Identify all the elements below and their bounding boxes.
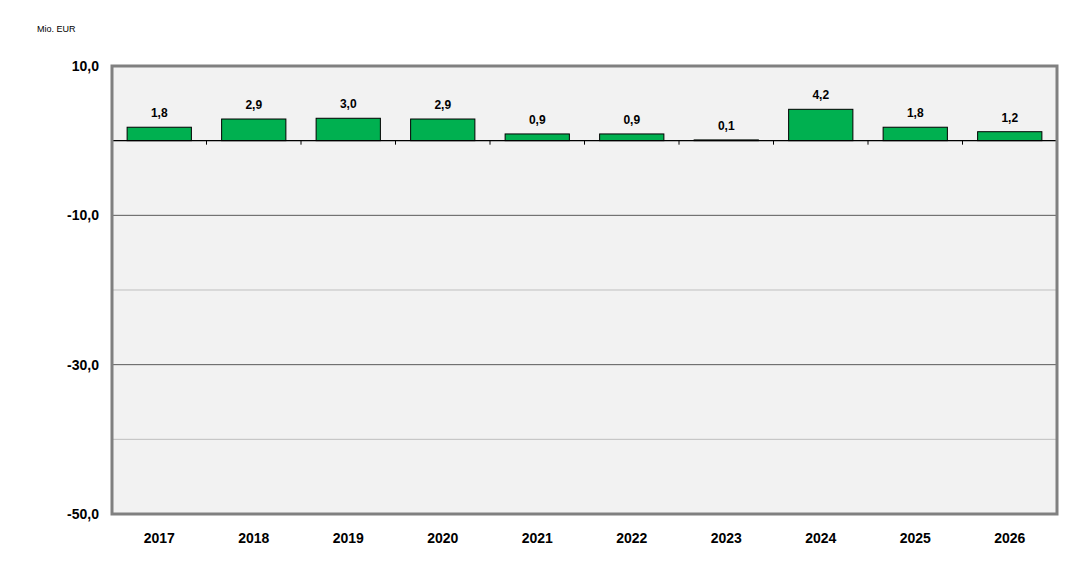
category-separator <box>395 141 396 145</box>
x-tick-label: 2022 <box>616 530 647 546</box>
x-tick-label: 2020 <box>427 530 458 546</box>
chart-container: -50,0 -30,0 -10,0 10,0 Mio. EUR 1,8 2,9 3,0 2,9 0… <box>0 0 1080 565</box>
bars <box>127 109 1042 140</box>
category-separator <box>773 141 774 145</box>
x-tick-label: 2019 <box>333 530 364 546</box>
y-axis-label: Mio. EUR <box>37 24 76 34</box>
category-separator <box>206 141 207 145</box>
data-label: 2,9 <box>245 98 262 112</box>
x-tick-label: 2025 <box>900 530 931 546</box>
chart-svg: -50,0 -30,0 -10,0 10,0 Mio. EUR 1,8 2,9 3,0 2,9 0… <box>0 0 1080 565</box>
minor-grid-line <box>112 439 1057 440</box>
bar <box>411 119 475 141</box>
data-label: 3,0 <box>340 97 357 111</box>
category-separator <box>490 141 491 145</box>
x-tick-label: 2024 <box>805 530 836 546</box>
bar <box>789 109 853 140</box>
plot-background <box>112 66 1057 514</box>
x-tick-label: 2017 <box>144 530 175 546</box>
data-label: 4,2 <box>812 88 829 102</box>
data-label: 1,2 <box>1001 111 1018 125</box>
bar <box>600 134 664 141</box>
y-tick-label: 10,0 <box>72 58 99 74</box>
bar <box>127 127 191 140</box>
bar <box>222 119 286 141</box>
x-tick-label: 2023 <box>711 530 742 546</box>
data-label: 0,1 <box>718 119 735 133</box>
data-label: 0,9 <box>529 113 546 127</box>
data-label: 1,8 <box>907 106 924 120</box>
grid-line <box>112 215 1057 216</box>
category-separator <box>679 141 680 145</box>
x-tick-label: 2026 <box>994 530 1025 546</box>
x-tick-label: 2021 <box>522 530 553 546</box>
plot-frame <box>112 66 1057 514</box>
category-separator <box>868 141 869 145</box>
data-label: 1,8 <box>151 106 168 120</box>
bar <box>316 118 380 140</box>
bar <box>978 132 1042 141</box>
grid-line <box>112 364 1057 365</box>
category-separator <box>962 141 963 145</box>
minor-grid-line <box>112 290 1057 291</box>
y-tick-label: -30,0 <box>67 357 99 373</box>
x-tick-label: 2018 <box>238 530 269 546</box>
y-tick-label: -50,0 <box>67 506 99 522</box>
bar <box>505 134 569 141</box>
bar <box>883 127 947 140</box>
category-separator <box>301 141 302 145</box>
data-label: 2,9 <box>434 98 451 112</box>
y-tick-label: -10,0 <box>67 207 99 223</box>
data-label: 0,9 <box>623 113 640 127</box>
category-separator <box>584 141 585 145</box>
